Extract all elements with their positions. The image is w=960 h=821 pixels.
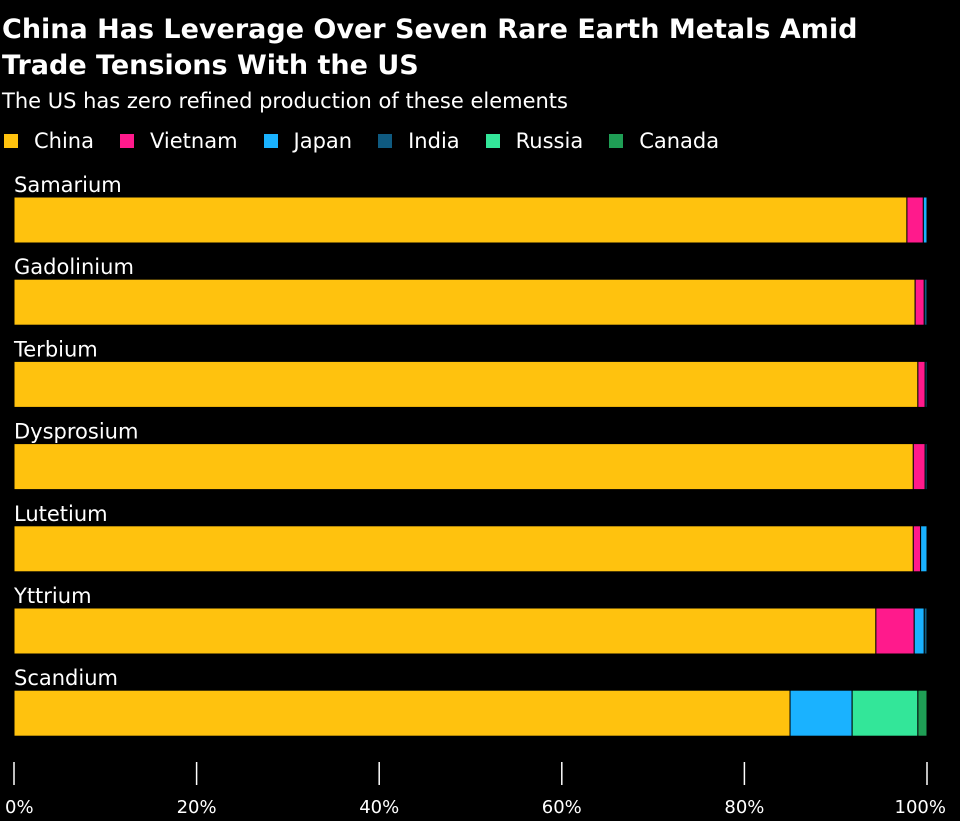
bar-samarium-china [13, 196, 908, 244]
bar-yttrium-india [923, 607, 928, 655]
legend-label-japan: Japan [293, 129, 353, 153]
category-label-gadolinium: Gadolinium [14, 255, 134, 279]
x-tick-label-40: 40% [359, 797, 399, 818]
category-label-scandium: Scandium [14, 666, 118, 690]
chart-subtitle: The US has zero refined production of th… [2, 89, 568, 113]
legend-item-china: China [0, 127, 94, 155]
bar-lutetium-japan [920, 525, 928, 573]
bar-gadolinium-vietnam [914, 278, 925, 326]
category-label-dysprosium: Dysprosium [14, 420, 138, 444]
bar-terbium-vietnam [917, 360, 926, 408]
legend-label-canada: Canada [639, 129, 720, 153]
legend-item-vietnam: Vietnam [116, 127, 238, 155]
bar-lutetium-vietnam [912, 525, 922, 573]
x-tick-label-80: 80% [724, 797, 764, 818]
legend: China Vietnam Japan India Russia Canada [0, 126, 741, 156]
bar-lutetium-china [13, 525, 914, 573]
bar-terbium-china [13, 360, 919, 408]
legend-label-russia: Russia [515, 129, 584, 153]
legend-swatch-china [4, 134, 18, 148]
bar-terbium-india [924, 360, 928, 408]
bar-scandium-japan [789, 689, 853, 737]
category-label-terbium: Terbium [13, 337, 98, 361]
legend-swatch-canada [609, 134, 624, 148]
bar-yttrium-vietnam [875, 607, 915, 655]
bar-samarium-japan [922, 196, 928, 244]
bar-yttrium-china [13, 607, 877, 655]
legend-item-india: India [374, 127, 460, 155]
legend-label-india: India [408, 129, 460, 153]
x-tick-label-0: 0% [5, 797, 34, 818]
chart-title: China Has Leverage Over Seven Rare Earth… [2, 14, 858, 81]
category-label-yttrium: Yttrium [13, 584, 92, 608]
legend-swatch-vietnam [120, 134, 134, 148]
bar-dysprosium-china [13, 443, 914, 491]
bar-gadolinium-india [923, 278, 928, 326]
category-label-lutetium: Lutetium [14, 502, 108, 526]
legend-item-russia: Russia [482, 127, 584, 155]
x-tick-label-20: 20% [177, 797, 217, 818]
bar-scandium-china [13, 689, 791, 737]
legend-label-china: China [34, 129, 94, 153]
legend-label-vietnam: Vietnam [150, 129, 238, 153]
legend-item-canada: Canada [605, 127, 719, 155]
bar-yttrium-japan [913, 607, 925, 655]
bar-gadolinium-china [13, 278, 916, 326]
bar-dysprosium-india [924, 443, 928, 491]
category-label-samarium: Samarium [14, 173, 122, 197]
bar-scandium-canada [917, 689, 928, 737]
legend-swatch-russia [485, 134, 500, 148]
bar-dysprosium-vietnam [912, 443, 926, 491]
legend-swatch-india [378, 134, 393, 148]
bar-scandium-russia [851, 689, 919, 737]
x-tick-label-60: 60% [542, 797, 582, 818]
legend-item-japan: Japan [260, 127, 353, 155]
bar-samarium-vietnam [906, 196, 924, 244]
legend-swatch-japan [263, 134, 278, 148]
x-tick-label-100: 100% [895, 797, 946, 818]
